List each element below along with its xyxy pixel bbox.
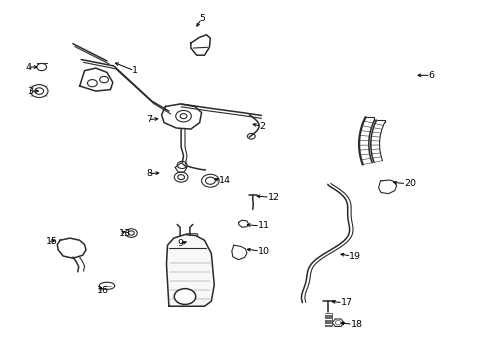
- Polygon shape: [175, 163, 186, 172]
- Text: 17: 17: [340, 298, 352, 307]
- Polygon shape: [331, 319, 343, 327]
- Polygon shape: [161, 104, 201, 129]
- Polygon shape: [166, 234, 214, 306]
- Text: 18: 18: [350, 320, 362, 329]
- Text: 16: 16: [97, 286, 109, 295]
- Text: 13: 13: [119, 229, 131, 238]
- Text: 14: 14: [219, 176, 231, 185]
- Polygon shape: [57, 238, 86, 258]
- Polygon shape: [238, 220, 248, 227]
- Polygon shape: [80, 68, 113, 91]
- Text: 12: 12: [267, 193, 279, 202]
- Text: 15: 15: [45, 237, 58, 246]
- Text: 6: 6: [428, 71, 434, 80]
- Text: 3: 3: [27, 86, 34, 95]
- Text: 2: 2: [259, 122, 264, 131]
- Text: 10: 10: [258, 247, 269, 256]
- Text: 8: 8: [146, 169, 152, 178]
- FancyBboxPatch shape: [185, 234, 197, 242]
- Text: 1: 1: [132, 66, 138, 75]
- Circle shape: [30, 85, 48, 98]
- Polygon shape: [190, 35, 210, 55]
- Text: 7: 7: [146, 115, 152, 124]
- Circle shape: [201, 174, 219, 187]
- Text: 5: 5: [199, 14, 205, 23]
- Text: 19: 19: [348, 252, 361, 261]
- Text: 4: 4: [25, 63, 31, 72]
- Circle shape: [174, 289, 195, 305]
- Text: 9: 9: [177, 239, 183, 248]
- Polygon shape: [231, 245, 246, 260]
- Text: 11: 11: [258, 221, 269, 230]
- Polygon shape: [378, 180, 396, 194]
- Text: 20: 20: [404, 179, 416, 188]
- Circle shape: [125, 229, 137, 237]
- Circle shape: [37, 63, 46, 71]
- Ellipse shape: [99, 282, 115, 289]
